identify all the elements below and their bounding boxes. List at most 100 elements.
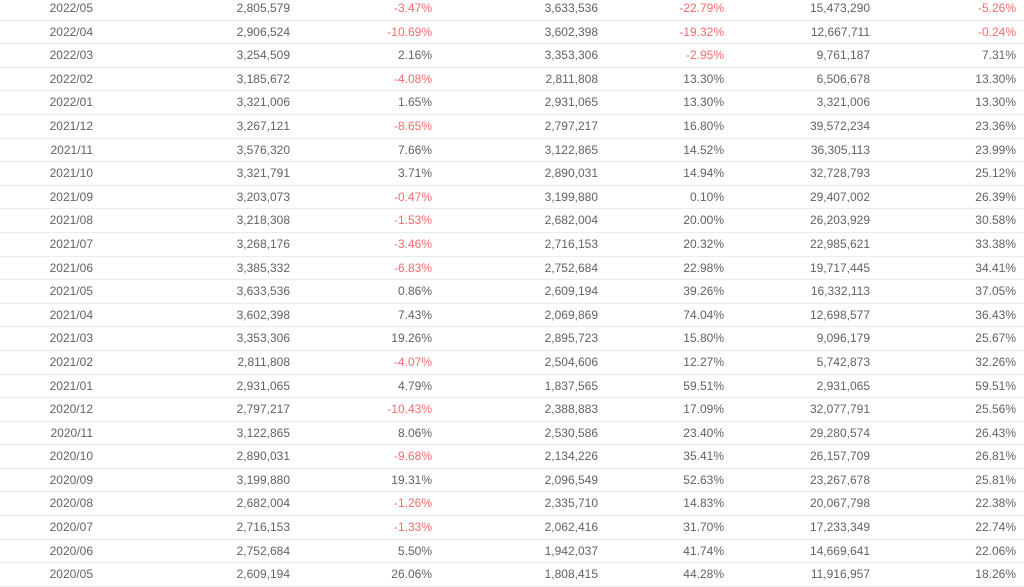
cell-pct_c: 25.12% [870, 161, 1024, 186]
cell-value_b: 2,530,586 [432, 421, 598, 446]
cell-value_c: 32,728,793 [724, 161, 870, 186]
cell-value_a: 3,353,306 [100, 326, 290, 351]
cell-value_c: 12,698,577 [724, 303, 870, 328]
cell-value_b: 2,890,031 [432, 161, 598, 186]
cell-value_a: 2,811,808 [100, 350, 290, 375]
cell-pct_b: -2.95% [598, 43, 724, 68]
cell-pct_b: 23.40% [598, 421, 724, 446]
table-row: 2021/04 3,602,398 7.43% 2,069,869 74.04% 12,6… [0, 303, 1024, 328]
cell-pct_c: 22.06% [870, 539, 1024, 564]
cell-pct_c: 26.81% [870, 444, 1024, 469]
cell-value_a: 3,267,121 [100, 114, 290, 139]
cell-pct_c: -0.24% [870, 20, 1024, 45]
cell-value_c: 19,717,445 [724, 256, 870, 281]
cell-pct_a: 7.66% [290, 138, 432, 163]
cell-pct_c: 23.99% [870, 138, 1024, 163]
cell-pct_c: 37.05% [870, 279, 1024, 304]
cell-value_b: 3,353,306 [432, 43, 598, 68]
cell-value_a: 3,254,509 [100, 43, 290, 68]
cell-value_b: 2,096,549 [432, 468, 598, 493]
cell-pct_a: -1.33% [290, 515, 432, 540]
cell-value_a: 2,906,524 [100, 20, 290, 45]
cell-pct_b: 13.30% [598, 67, 724, 92]
cell-value_c: 12,667,711 [724, 20, 870, 45]
cell-value_b: 1,837,565 [432, 374, 598, 399]
cell-value_c: 20,067,798 [724, 491, 870, 517]
cell-pct_c: 26.43% [870, 421, 1024, 446]
cell-value_a: 2,797,217 [100, 397, 290, 422]
table-row: 2022/03 3,254,509 2.16% 3,353,306 -2.95% 9,76… [0, 43, 1024, 68]
cell-date: 2021/10 [0, 161, 100, 186]
table-row: 2021/08 3,218,308 -1.53% 2,682,004 20.00% 26,… [0, 208, 1024, 233]
cell-value_b: 3,633,536 [432, 0, 598, 21]
cell-date: 2020/05 [0, 562, 100, 587]
cell-pct_a: -4.07% [290, 350, 432, 375]
cell-pct_a: 8.06% [290, 421, 432, 446]
cell-pct_a: -3.46% [290, 232, 432, 257]
cell-date: 2021/08 [0, 208, 100, 233]
cell-value_a: 3,122,865 [100, 421, 290, 446]
cell-pct_a: 3.71% [290, 161, 432, 186]
cell-pct_a: -10.43% [290, 397, 432, 422]
cell-value_b: 3,122,865 [432, 138, 598, 163]
cell-date: 2022/05 [0, 0, 100, 21]
cell-value_c: 16,332,113 [724, 279, 870, 304]
cell-value_c: 17,233,349 [724, 515, 870, 540]
cell-value_a: 3,385,332 [100, 256, 290, 281]
cell-value_a: 2,682,004 [100, 491, 290, 517]
cell-value_a: 3,633,536 [100, 279, 290, 304]
cell-value_c: 14,669,641 [724, 539, 870, 564]
cell-pct_b: 14.94% [598, 161, 724, 186]
cell-value_a: 2,752,684 [100, 539, 290, 564]
cell-value_b: 2,797,217 [432, 114, 598, 139]
cell-value_a: 3,268,176 [100, 232, 290, 257]
table-row: 2021/01 2,931,065 4.79% 1,837,565 59.51% 2,93… [0, 374, 1024, 399]
cell-value_b: 2,504,606 [432, 350, 598, 375]
table-row: 2021/03 3,353,306 19.26% 2,895,723 15.80% 9,0… [0, 326, 1024, 351]
cell-pct_c: 23.36% [870, 114, 1024, 139]
cell-date: 2021/11 [0, 138, 100, 163]
cell-date: 2020/09 [0, 468, 100, 493]
cell-pct_a: -3.47% [290, 0, 432, 21]
cell-pct_a: 19.31% [290, 468, 432, 493]
cell-pct_c: 33.38% [870, 232, 1024, 257]
cell-pct_a: 5.50% [290, 539, 432, 564]
cell-value_a: 2,609,194 [100, 562, 290, 587]
table-row: 2021/05 3,633,536 0.86% 2,609,194 39.26% 16,3… [0, 279, 1024, 304]
cell-pct_a: -0.47% [290, 185, 432, 210]
cell-pct_b: 16.80% [598, 114, 724, 139]
cell-pct_c: 30.58% [870, 208, 1024, 233]
cell-pct_b: -19.32% [598, 20, 724, 45]
cell-pct_a: 7.43% [290, 303, 432, 328]
cell-date: 2020/11 [0, 421, 100, 446]
table-row: 2021/02 2,811,808 -4.07% 2,504,606 12.27% 5,7… [0, 350, 1024, 375]
cell-date: 2021/06 [0, 256, 100, 281]
cell-pct_b: -22.79% [598, 0, 724, 21]
cell-pct_a: 4.79% [290, 374, 432, 399]
cell-pct_a: 19.26% [290, 326, 432, 351]
cell-date: 2022/01 [0, 90, 100, 115]
cell-date: 2021/01 [0, 374, 100, 399]
cell-value_c: 23,267,678 [724, 468, 870, 493]
cell-pct_a: -4.08% [290, 67, 432, 92]
cell-pct_a: -1.26% [290, 491, 432, 517]
cell-pct_b: 12.27% [598, 350, 724, 375]
cell-date: 2021/07 [0, 232, 100, 257]
table-row: 2020/06 2,752,684 5.50% 1,942,037 41.74% 14,6… [0, 539, 1024, 564]
table-row: 2022/01 3,321,006 1.65% 2,931,065 13.30% 3,32… [0, 90, 1024, 115]
cell-pct_a: -8.65% [290, 114, 432, 139]
cell-pct_c: 25.56% [870, 397, 1024, 422]
cell-pct_c: 36.43% [870, 303, 1024, 328]
cell-value_c: 6,506,678 [724, 67, 870, 92]
cell-date: 2022/02 [0, 67, 100, 92]
cell-pct_a: 26.06% [290, 562, 432, 587]
cell-value_b: 3,602,398 [432, 20, 598, 45]
cell-pct_b: 14.52% [598, 138, 724, 163]
cell-pct_c: 18.26% [870, 562, 1024, 587]
cell-pct_a: 2.16% [290, 43, 432, 68]
cell-value_c: 15,473,290 [724, 0, 870, 21]
cell-value_b: 2,069,869 [432, 303, 598, 328]
cell-value_b: 2,134,226 [432, 444, 598, 469]
